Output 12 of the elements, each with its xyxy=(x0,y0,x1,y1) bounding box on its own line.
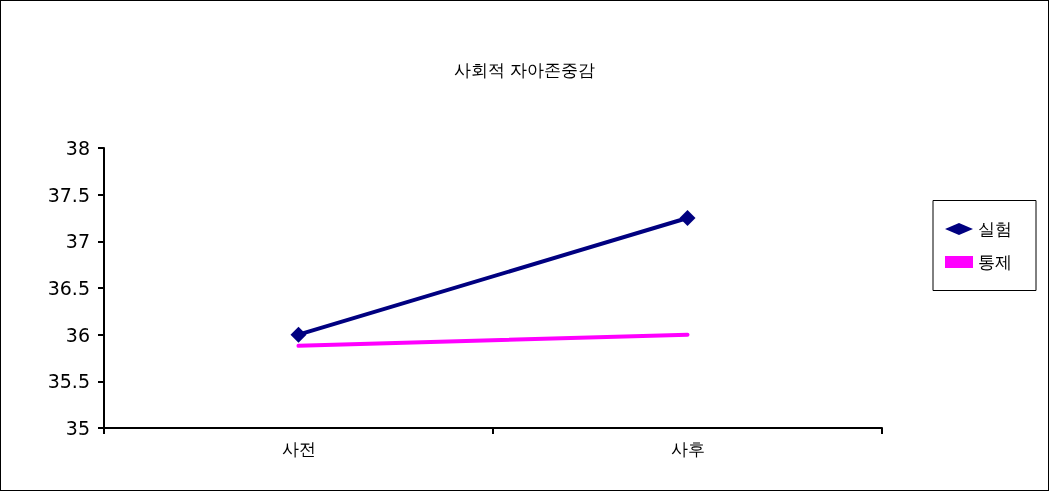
y-tick-label: 37 xyxy=(65,230,90,253)
y-tick-label: 36.5 xyxy=(47,277,90,299)
y-tick-label: 37.5 xyxy=(47,183,90,206)
legend-label: 통제 xyxy=(978,252,1012,272)
chart-title: 사회적 자아존중감 xyxy=(453,59,596,80)
legend-label: 실험 xyxy=(978,219,1012,239)
y-tick-label: 35.5 xyxy=(47,370,90,393)
y-tick-label: 36 xyxy=(65,323,90,346)
x-tick-label: 사전 xyxy=(281,438,316,459)
y-tick-label: 38 xyxy=(65,137,90,159)
x-tick-label: 사후 xyxy=(670,438,705,459)
y-tick-label: 35 xyxy=(65,417,90,439)
